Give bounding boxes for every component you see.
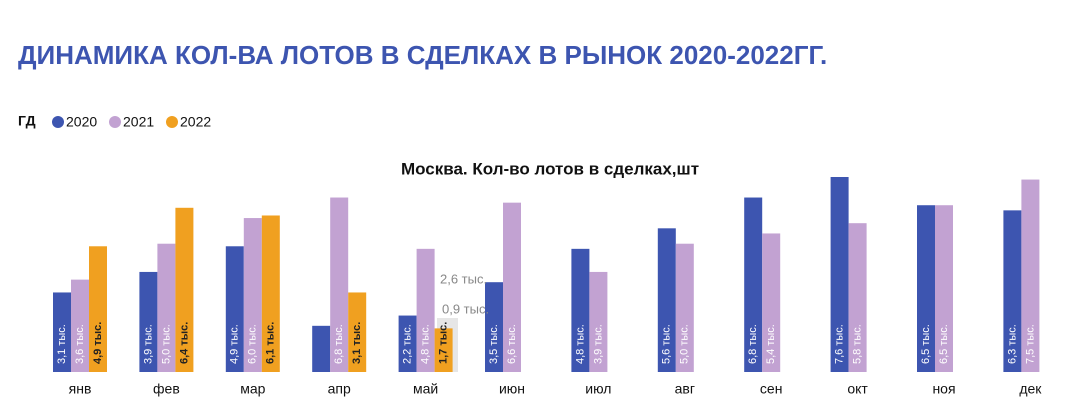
x-tick-label: сен [760, 381, 783, 397]
bar [1021, 179, 1040, 372]
bar [243, 218, 262, 372]
legend-label: 2022 [180, 114, 211, 130]
bar [139, 271, 158, 372]
bar [348, 292, 367, 372]
value-label: 1,7 тыс. [438, 322, 450, 364]
bar [398, 315, 417, 372]
value-label: 6,6 тыс. [506, 324, 518, 364]
x-tick-label: июн [499, 381, 525, 397]
legend-title: ГД [18, 113, 36, 129]
value-label: 3,1 тыс. [351, 322, 363, 364]
bar [589, 271, 608, 372]
legend-marker [109, 116, 121, 128]
value-label: 2,2 тыс. [402, 324, 414, 364]
value-label: 7,5 тыс. [1024, 324, 1036, 364]
legend-label: 2020 [66, 114, 97, 130]
annotation: 2,6 тыс. [440, 271, 487, 286]
bar [89, 246, 107, 372]
bar [917, 205, 935, 372]
value-label: 3,1 тыс. [56, 324, 68, 364]
value-label: 6,1 тыс. [265, 322, 277, 364]
legend-label: 2021 [123, 114, 154, 130]
bar [744, 197, 763, 372]
bar [762, 233, 781, 372]
value-label: 6,8 тыс. [333, 324, 345, 364]
bar [485, 282, 503, 372]
value-label: 5,8 тыс. [852, 324, 864, 364]
bar [675, 243, 694, 372]
value-label: 5,0 тыс. [160, 324, 172, 364]
chart-title: Москва. Кол-во лотов в сделках,шт [401, 159, 699, 178]
value-label: 7,6 тыс. [834, 324, 846, 364]
value-label: 6,5 тыс. [938, 324, 950, 364]
x-tick-label: авг [675, 381, 695, 397]
value-label: 4,8 тыс. [574, 324, 586, 364]
bar [503, 202, 521, 372]
bar [434, 328, 453, 372]
bar [830, 177, 849, 372]
bar [571, 248, 590, 372]
value-label: 6,3 тыс. [1006, 324, 1018, 364]
x-tick-label: дек [1019, 381, 1042, 397]
value-label: 3,9 тыс. [592, 324, 604, 364]
x-tick-label: апр [328, 381, 351, 397]
bar [657, 228, 676, 372]
value-label: 3,5 тыс. [488, 324, 500, 364]
value-label: 4,8 тыс. [420, 324, 432, 364]
bar [1003, 210, 1022, 372]
bar [416, 248, 435, 372]
bar [225, 246, 244, 372]
bar [261, 215, 280, 372]
x-tick-label: мар [240, 381, 265, 397]
annotation: 0,9 тыс. [442, 301, 489, 316]
x-tick-label: июл [585, 381, 611, 397]
bar [312, 325, 331, 372]
x-tick-label: ноя [932, 381, 955, 397]
x-tick-label: янв [69, 381, 92, 397]
bar [935, 205, 953, 372]
bar [330, 197, 349, 372]
bar [175, 207, 194, 372]
value-label: 3,6 тыс. [74, 324, 86, 364]
value-label: 5,6 тыс. [661, 324, 673, 364]
value-label: 3,9 тыс. [142, 324, 154, 364]
value-label: 5,4 тыс. [765, 324, 777, 364]
bar [848, 223, 867, 372]
legend-marker [52, 116, 64, 128]
value-label: 5,0 тыс. [679, 324, 691, 364]
value-label: 6,5 тыс. [920, 324, 932, 364]
bar [157, 243, 176, 372]
value-label: 4,9 тыс. [229, 324, 241, 364]
legend-marker [166, 116, 178, 128]
bar [53, 292, 71, 372]
x-tick-label: фев [153, 381, 180, 397]
value-label: 6,0 тыс. [247, 324, 259, 364]
value-label: 6,8 тыс. [747, 324, 759, 364]
x-tick-label: окт [847, 381, 868, 397]
value-label: 6,4 тыс. [178, 322, 190, 364]
bar [71, 279, 89, 372]
x-tick-label: май [413, 381, 438, 397]
value-label: 4,9 тыс. [92, 322, 104, 364]
page-title: ДИНАМИКА КОЛ-ВА ЛОТОВ В СДЕЛКАХ В РЫНОК … [18, 40, 827, 70]
